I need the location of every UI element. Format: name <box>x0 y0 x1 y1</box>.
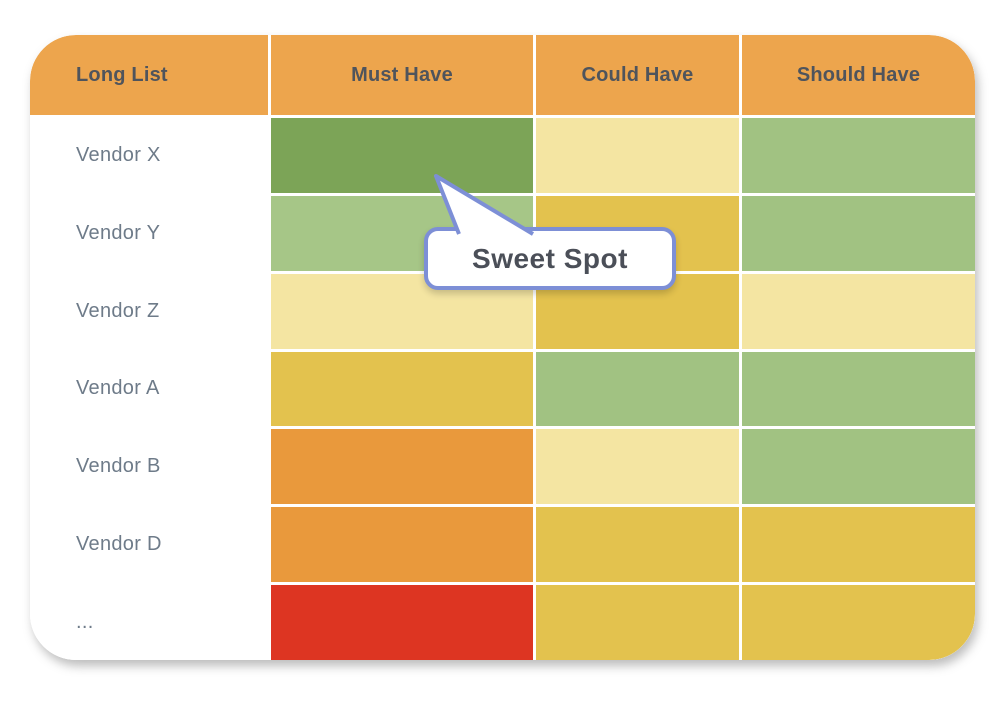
column-header-long-list: Long List <box>30 35 268 115</box>
row-label: Vendor A <box>30 351 268 427</box>
rating-cell-should-have-row6 <box>742 507 975 583</box>
rating-cell-should-have-row1 <box>742 118 975 193</box>
rating-cell-should-have-row5 <box>742 429 975 505</box>
rating-cell-must-have-row5 <box>271 429 533 505</box>
rating-cell-must-have-row7 <box>271 585 533 660</box>
rating-cell-could-have-row7 <box>536 585 739 660</box>
row-label: Vendor Z <box>30 273 268 349</box>
rating-cell-should-have-row3 <box>742 273 975 349</box>
rating-cell-could-have-row1 <box>536 118 739 193</box>
vendor-prioritization-matrix: Long List Must Have Could Have Should Have V… <box>30 35 975 660</box>
rating-cell-should-have-row4 <box>742 351 975 427</box>
rating-cell-must-have-row4 <box>271 351 533 427</box>
rating-cell-could-have-row5 <box>536 429 739 505</box>
row-label: Vendor D <box>30 507 268 583</box>
sweet-spot-label: Sweet Spot <box>472 242 628 274</box>
row-label: Vendor Y <box>30 195 268 271</box>
rating-cell-should-have-row2 <box>742 195 975 271</box>
sweet-spot-callout: Sweet Spot <box>424 227 676 290</box>
row-label: ... <box>30 585 268 660</box>
rating-cell-should-have-row7 <box>742 585 975 660</box>
column-header-should-have: Should Have <box>742 35 975 115</box>
row-label: Vendor X <box>30 118 268 193</box>
column-header-must-have: Must Have <box>271 35 533 115</box>
column-header-could-have: Could Have <box>536 35 739 115</box>
row-label: Vendor B <box>30 429 268 505</box>
rating-cell-could-have-row4 <box>536 351 739 427</box>
rating-cell-must-have-row1 <box>271 118 533 193</box>
matrix-grid: Long List Must Have Could Have Should Have V… <box>30 35 975 660</box>
rating-cell-must-have-row6 <box>271 507 533 583</box>
rating-cell-could-have-row6 <box>536 507 739 583</box>
